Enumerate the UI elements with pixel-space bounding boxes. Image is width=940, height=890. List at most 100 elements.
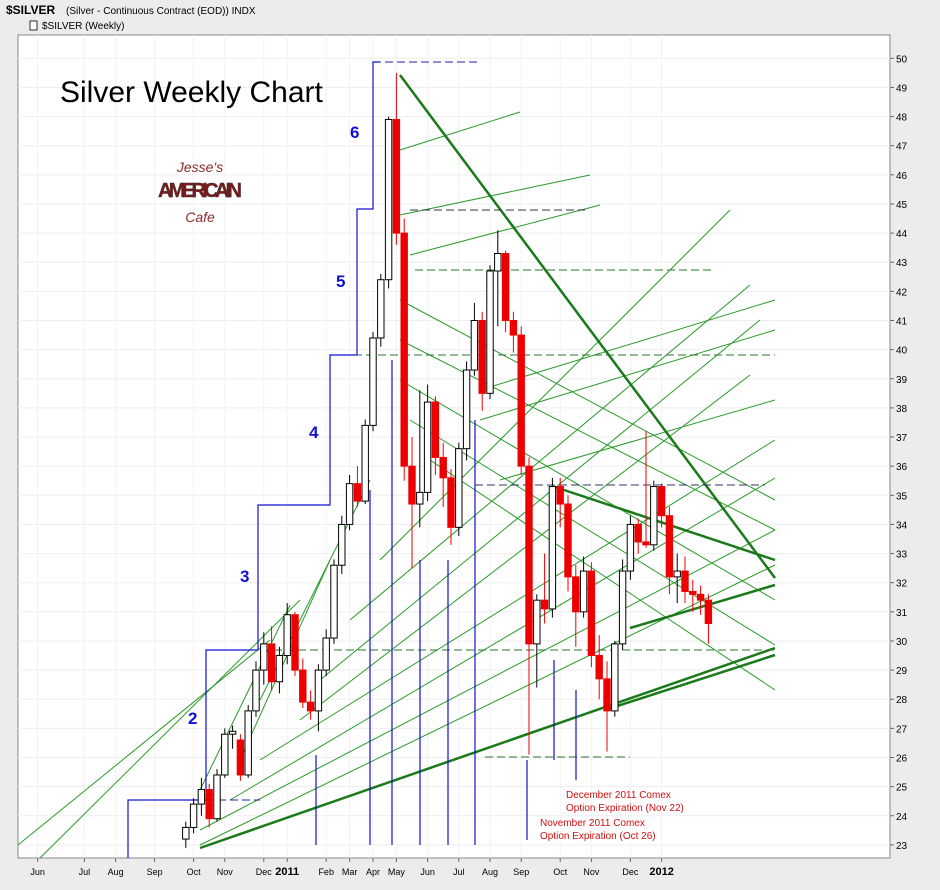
candle-body bbox=[338, 523, 346, 566]
candle-body bbox=[455, 448, 463, 528]
candle-body bbox=[572, 576, 580, 613]
y-tick-label: 27 bbox=[896, 724, 908, 735]
candle-body bbox=[579, 570, 588, 613]
y-tick-label: 29 bbox=[896, 666, 908, 677]
candle-body bbox=[244, 710, 252, 776]
x-tick-label: Jun bbox=[420, 867, 435, 877]
candle-body bbox=[423, 401, 432, 493]
x-tick-label: Apr bbox=[366, 867, 380, 877]
y-tick-label: 46 bbox=[896, 171, 908, 182]
candle-body bbox=[361, 424, 369, 502]
grid bbox=[18, 35, 890, 858]
candle-body bbox=[657, 486, 666, 517]
candle-body bbox=[603, 678, 611, 712]
y-tick-label: 43 bbox=[896, 258, 908, 269]
candle-body bbox=[665, 515, 674, 578]
trend-lines bbox=[17, 111, 776, 859]
trend-line bbox=[299, 374, 751, 721]
candle-body bbox=[595, 655, 603, 680]
x-tick-label: Sep bbox=[513, 867, 529, 877]
annotation: November 2011 Comex bbox=[540, 818, 645, 829]
candle-body bbox=[267, 643, 276, 683]
trend-line bbox=[429, 459, 776, 691]
y-tick-label: 33 bbox=[896, 550, 908, 561]
trend-line bbox=[409, 204, 601, 256]
candle-body bbox=[322, 637, 330, 671]
candle-body bbox=[431, 401, 440, 458]
candle-body bbox=[696, 593, 705, 601]
y-tick-label: 23 bbox=[896, 841, 908, 852]
candle-body bbox=[353, 483, 362, 502]
wave-steps bbox=[127, 61, 577, 858]
wave-label: 6 bbox=[350, 123, 359, 142]
x-tick-label: Jul bbox=[453, 867, 465, 877]
annotation: December 2011 Comex bbox=[566, 790, 671, 801]
candle-body bbox=[681, 570, 689, 592]
y-tick-label: 48 bbox=[896, 113, 908, 124]
candle-body bbox=[416, 491, 424, 505]
logo-text: Cafe bbox=[185, 209, 215, 225]
x-tick-label: Jul bbox=[79, 867, 91, 877]
x-tick-label: May bbox=[388, 867, 406, 877]
candle-body bbox=[283, 614, 291, 657]
y-tick-label: 49 bbox=[896, 83, 908, 94]
trend-line bbox=[239, 559, 331, 761]
candle-body bbox=[634, 523, 642, 543]
major-trend-lines bbox=[199, 74, 777, 850]
wave-staircase bbox=[127, 61, 380, 858]
candles bbox=[182, 72, 713, 848]
annotation: Option Expiration (Nov 22) bbox=[566, 803, 684, 814]
candle-body bbox=[540, 599, 549, 610]
wave-label: 3 bbox=[240, 567, 249, 586]
x-tick-label: Jun bbox=[30, 867, 45, 877]
wave-label: 5 bbox=[336, 272, 345, 291]
candle-body bbox=[299, 669, 307, 703]
wave-label: 4 bbox=[309, 423, 319, 442]
trend-line bbox=[399, 174, 591, 216]
candle-body bbox=[400, 232, 408, 467]
y-tick-label: 40 bbox=[896, 346, 908, 357]
candle-body bbox=[494, 252, 502, 272]
candle-body bbox=[548, 486, 557, 610]
trend-line bbox=[399, 339, 776, 531]
x-tick-label: Oct bbox=[187, 867, 202, 877]
chart-title: Silver Weekly Chart bbox=[60, 76, 324, 109]
trend-line bbox=[409, 419, 776, 646]
y-tick-label: 41 bbox=[896, 317, 908, 328]
trend-line bbox=[399, 111, 521, 151]
candle-body bbox=[189, 803, 198, 828]
candle-body bbox=[642, 541, 650, 546]
candle-body bbox=[205, 789, 213, 820]
y-tick-label: 45 bbox=[896, 200, 908, 211]
candle-body bbox=[704, 599, 713, 624]
x-tick-label: Dec bbox=[622, 867, 639, 877]
trend-line bbox=[39, 599, 301, 859]
y-tick-label: 31 bbox=[896, 608, 908, 619]
trend-line bbox=[199, 646, 776, 850]
y-tick-label: 37 bbox=[896, 433, 908, 444]
x-tick-label: Nov bbox=[583, 867, 600, 877]
candle-body bbox=[392, 118, 401, 234]
y-tick-label: 39 bbox=[896, 375, 908, 386]
y-tick-label: 34 bbox=[896, 520, 908, 531]
trend-line bbox=[629, 583, 776, 630]
y-tick-label: 24 bbox=[896, 812, 908, 823]
candle-body bbox=[611, 643, 619, 712]
trend-line bbox=[199, 529, 776, 831]
candle-body bbox=[330, 564, 338, 639]
candle-body bbox=[618, 570, 627, 645]
trend-line bbox=[604, 653, 776, 712]
candle-body bbox=[182, 826, 190, 840]
trend-line bbox=[554, 485, 776, 562]
trend-line bbox=[379, 209, 731, 561]
candle-body bbox=[587, 570, 596, 657]
x-tick-label: 2011 bbox=[275, 866, 299, 878]
y-tick-label: 35 bbox=[896, 491, 908, 502]
candle-body bbox=[291, 614, 299, 671]
header-description: (Silver - Continuous Contract (EOD)) IND… bbox=[66, 6, 256, 17]
plot-area bbox=[17, 34, 891, 859]
wave-label: 2 bbox=[188, 709, 197, 728]
trend-line bbox=[399, 299, 776, 501]
candle-body bbox=[517, 334, 525, 467]
